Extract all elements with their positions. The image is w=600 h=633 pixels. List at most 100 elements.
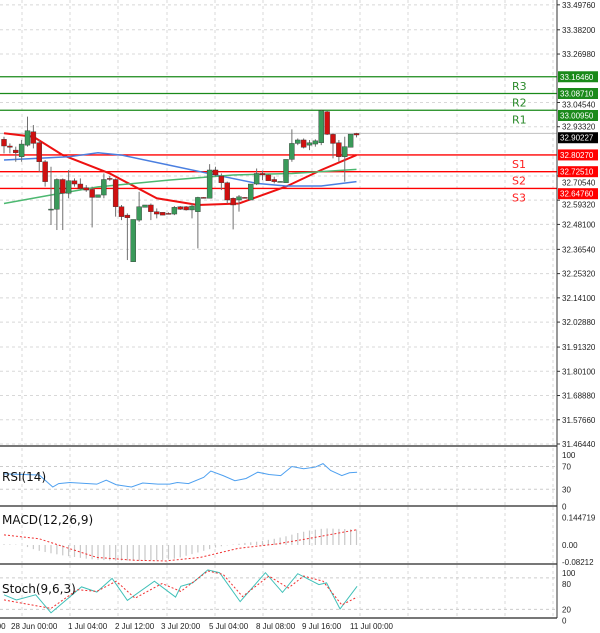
candle-body (183, 206, 189, 211)
price-tick-label: 31.80100 (562, 367, 596, 376)
pivot-price-label: 33.00950 (560, 111, 594, 120)
price-tick-label: 33.26980 (562, 50, 596, 59)
candle-body (265, 174, 272, 181)
candle-body (48, 208, 54, 211)
candle-body (342, 146, 348, 158)
time-tick-label: 28 Jun 00:00 (11, 622, 58, 631)
pivot-label-s1: S1 (512, 158, 526, 171)
candle-body (165, 213, 172, 215)
pivot-label-r2: R2 (512, 96, 527, 109)
pivot-label-r1: R1 (512, 113, 527, 126)
price-tick-label: 32.59320 (562, 201, 596, 210)
stoch-tick-label: 100 (562, 569, 576, 578)
candle-body (107, 178, 113, 180)
candle-body (36, 142, 42, 162)
pivot-price-label: 32.64760 (560, 190, 594, 199)
candle-body (218, 175, 225, 183)
candle-body (318, 110, 324, 143)
price-tick-label: 31.57660 (562, 416, 596, 425)
pivot-price-label: 33.16460 (560, 73, 594, 82)
rsi-tick-label: 70 (562, 463, 571, 472)
candle-body (18, 143, 25, 158)
macd-tick-label: 0.144719 (562, 513, 596, 522)
rsi-tick-label: 100 (562, 451, 576, 460)
candle-body (324, 111, 330, 135)
price-tick-label: 33.38200 (562, 26, 596, 35)
candle-body (271, 179, 277, 182)
price-tick-label: 33.49760 (562, 1, 596, 10)
price-tag (558, 188, 598, 200)
candle-body (336, 142, 342, 158)
time-tick-label: 1 Jul 04:00 (68, 622, 108, 631)
pivot-price-label: 33.08710 (560, 89, 594, 98)
candle-body (77, 183, 84, 189)
price-tick-label: 32.25320 (562, 270, 596, 279)
moving-average-line (3, 132, 357, 206)
candle-body (89, 189, 95, 198)
candle-body (71, 180, 78, 185)
candle-body (224, 182, 230, 201)
candle-body (300, 139, 307, 148)
time-tick-label: 5 Jul 04:00 (209, 622, 249, 631)
candle-body (206, 169, 213, 199)
time-tick-label: 3 Jul 20:00 (161, 622, 201, 631)
candle-body (1, 139, 7, 147)
candle-body (236, 196, 242, 201)
candle-body (353, 133, 360, 136)
candle-body (283, 159, 289, 183)
price-tick-label: 32.93320 (562, 123, 596, 132)
macd-tick-label: 0.00 (562, 541, 578, 550)
candle-body (24, 130, 31, 146)
candle-body (212, 169, 219, 176)
candle-body (347, 133, 354, 148)
rsi-line (3, 463, 358, 488)
price-tag (558, 109, 598, 121)
stoch-signal-line (3, 570, 358, 609)
price-tick-label: 32.14100 (562, 294, 596, 303)
candle-body (159, 212, 166, 216)
candle-body (118, 206, 125, 217)
price-tag (558, 149, 598, 161)
candle-body (142, 204, 148, 208)
pivot-label-s2: S2 (512, 175, 526, 188)
price-tick-label: 31.68880 (562, 392, 596, 401)
candle-body (95, 194, 101, 198)
price-tick-label: 32.70540 (562, 179, 596, 188)
candle-body (83, 187, 89, 191)
pivot-price-label: 32.80270 (560, 151, 594, 160)
price-tick-label: 33.04540 (562, 100, 596, 109)
candle-body (259, 173, 266, 176)
candle-body (148, 204, 154, 212)
candle-body (54, 179, 60, 210)
time-tick-label: 9 Jul 16:00 (302, 622, 342, 631)
candle-body (42, 161, 48, 182)
candle-body (189, 205, 195, 211)
rsi-tick-label: 30 (562, 485, 571, 494)
candle-body (330, 134, 336, 144)
candle-body (65, 180, 72, 194)
moving-average-line (3, 151, 357, 187)
time-tick-label: 11 Jul 00:00 (350, 622, 394, 631)
price-tick-label: 32.48100 (562, 220, 596, 229)
stoch-tick-label: 0 (562, 616, 567, 625)
candle-body (130, 219, 136, 262)
stoch-tick-label: 80 (562, 580, 571, 589)
candle-body (312, 140, 319, 145)
rsi-tick-label: 0 (562, 502, 567, 511)
macd-tick-label: -0.08212 (562, 558, 594, 567)
candle-body (177, 206, 183, 210)
candle-body (112, 179, 119, 207)
pivot-label-r3: R3 (512, 80, 527, 93)
price-tag (558, 87, 598, 99)
candle-body (154, 211, 160, 215)
current-price-label: 32.90227 (560, 134, 594, 143)
price-tag (558, 132, 598, 144)
stoch-main-line (3, 569, 358, 614)
price-tick-label: 31.46440 (562, 440, 596, 449)
candle-body (230, 198, 236, 206)
stoch-tick-label: 20 (562, 605, 571, 614)
candle-body (60, 179, 66, 194)
pivot-price-label: 32.72510 (560, 168, 594, 177)
